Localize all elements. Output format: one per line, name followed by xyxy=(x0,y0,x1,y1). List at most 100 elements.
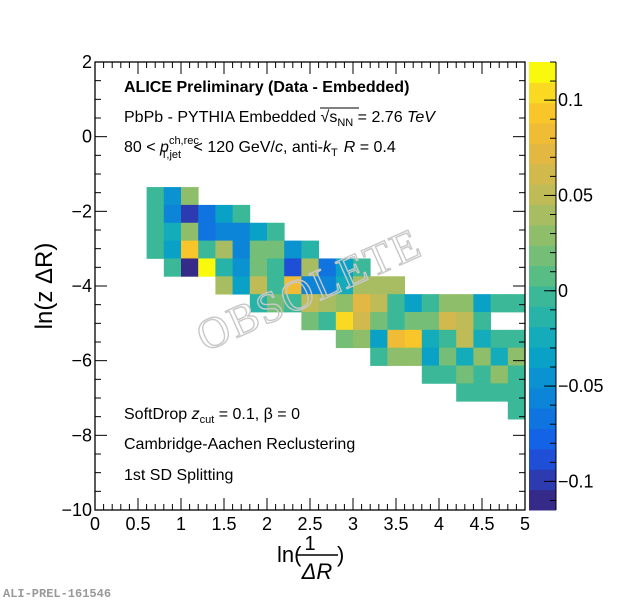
heatmap-cell xyxy=(215,240,233,259)
heatmap-cell xyxy=(387,276,405,295)
colorbar-segment xyxy=(529,286,556,307)
x-tick-label: 0 xyxy=(90,514,100,534)
heatmap-cell xyxy=(267,258,285,277)
heatmap-cell xyxy=(473,311,491,331)
heatmap-cell xyxy=(232,204,251,224)
colorbar-segment xyxy=(529,102,556,124)
heatmap-cell xyxy=(404,347,423,366)
heatmap-cell xyxy=(267,276,285,295)
colorbar-segment xyxy=(529,184,556,206)
heatmap-cell xyxy=(456,311,474,331)
y-tick-labels: 2 0 −2 −4 −6 −8 −10 xyxy=(61,52,92,520)
x-tick-labels: 0 0.5 1 1.5 2 2.5 3 3.5 4 4.5 5 xyxy=(90,514,530,534)
heatmap-cell xyxy=(301,258,319,277)
x-tick-label: 3.5 xyxy=(383,514,408,534)
heatmap-cell xyxy=(163,187,182,206)
heatmap-cell xyxy=(387,347,405,366)
heatmap-cell xyxy=(439,294,457,313)
heatmap-cell xyxy=(163,222,182,242)
colorbar-segment xyxy=(529,387,556,409)
heatmap-cell xyxy=(439,329,457,349)
heatmap-cell xyxy=(198,240,216,259)
heatmap-cell xyxy=(284,240,302,259)
heatmap-cell xyxy=(387,294,405,313)
y-tick-label: −4 xyxy=(71,276,92,296)
annotation-header: ALICE Preliminary (Data - Embedded) xyxy=(124,79,409,96)
heatmap-cell xyxy=(215,222,233,242)
heatmap-cell xyxy=(318,276,337,295)
heatmap-cell xyxy=(284,276,302,295)
heatmap-cell xyxy=(249,222,268,242)
colorbar-tick-label: 0.05 xyxy=(558,185,593,205)
colorbar-segment xyxy=(529,306,556,328)
heatmap-cell xyxy=(421,329,440,349)
heatmap-cell xyxy=(507,347,526,366)
heatmap-cells xyxy=(146,187,526,420)
heatmap-cell xyxy=(404,294,423,313)
heatmap-cell xyxy=(181,204,199,224)
heatmap-cell xyxy=(439,347,457,366)
heatmap-cell xyxy=(473,294,491,313)
y-tick-label: −8 xyxy=(71,425,92,445)
heatmap-cell xyxy=(335,311,354,331)
annotation-softdrop: SoftDrop zcut = 0.1, β = 0 xyxy=(124,406,300,426)
heatmap-cell xyxy=(370,347,388,366)
heatmap-cell xyxy=(301,311,319,331)
heatmap-cell xyxy=(146,222,165,242)
heatmap-cell xyxy=(198,204,216,224)
heatmap-cell xyxy=(421,347,440,366)
x-tick-label: 2 xyxy=(262,514,272,534)
x-tick-label: 5 xyxy=(520,514,530,534)
x-tick-label: 0.5 xyxy=(125,514,150,534)
colorbar-segment xyxy=(529,469,556,491)
heatmap-cell xyxy=(215,258,233,277)
heatmap-cell xyxy=(198,258,216,277)
heatmap-cell xyxy=(370,329,388,349)
heatmap-cell xyxy=(421,311,440,331)
heatmap-cell xyxy=(387,329,405,349)
heatmap-cell xyxy=(507,329,526,349)
annotation-reclustering: Cambridge-Aachen Reclustering xyxy=(124,436,355,453)
heatmap-cell xyxy=(249,240,268,259)
heatmap-cell xyxy=(163,258,182,277)
heatmap-cell xyxy=(146,204,165,224)
heatmap-cell xyxy=(490,329,509,349)
heatmap-cell xyxy=(353,311,371,331)
x-axis-label-numerator: 1 xyxy=(304,533,315,555)
heatmap-cell xyxy=(267,294,285,313)
heatmap-cell xyxy=(232,240,251,259)
x-tick-label: 4 xyxy=(434,514,444,534)
colorbar-segment xyxy=(529,245,556,267)
heatmap-cell xyxy=(215,204,233,224)
colorbar-segment xyxy=(529,367,556,389)
heatmap-cell xyxy=(353,276,371,295)
heatmap-cell xyxy=(490,383,509,402)
heatmap-cell xyxy=(456,294,474,313)
x-tick-label: 2.5 xyxy=(297,514,322,534)
x-tick-label: 1 xyxy=(176,514,186,534)
colorbar-segment xyxy=(529,143,556,165)
heatmap-cell xyxy=(456,365,474,384)
colorbar-segment xyxy=(529,448,556,470)
colorbar-tick-label: −0.05 xyxy=(558,376,604,396)
heatmap-cell xyxy=(370,276,388,295)
y-tick-label: 2 xyxy=(82,52,92,72)
heatmap-cell xyxy=(370,294,388,313)
heatmap-cell xyxy=(335,329,354,349)
heatmap-cell xyxy=(181,187,199,206)
colorbar-segment xyxy=(529,224,556,246)
colorbar-segment xyxy=(529,347,556,368)
heatmap-cell xyxy=(163,240,182,259)
heatmap-cell xyxy=(353,329,371,349)
y-axis-label: ln(z ΔR) xyxy=(31,243,58,330)
heatmap-cell xyxy=(232,276,251,295)
colorbar xyxy=(529,62,557,511)
heatmap-cell xyxy=(301,294,319,313)
heatmap-cell xyxy=(318,294,337,313)
colorbar-segment xyxy=(529,326,556,348)
heatmap-cell xyxy=(163,204,182,224)
heatmap-cell xyxy=(181,258,199,277)
heatmap-cell xyxy=(181,222,199,242)
heatmap-cell xyxy=(490,347,509,366)
x-axis-label-suffix: ) xyxy=(337,542,344,567)
